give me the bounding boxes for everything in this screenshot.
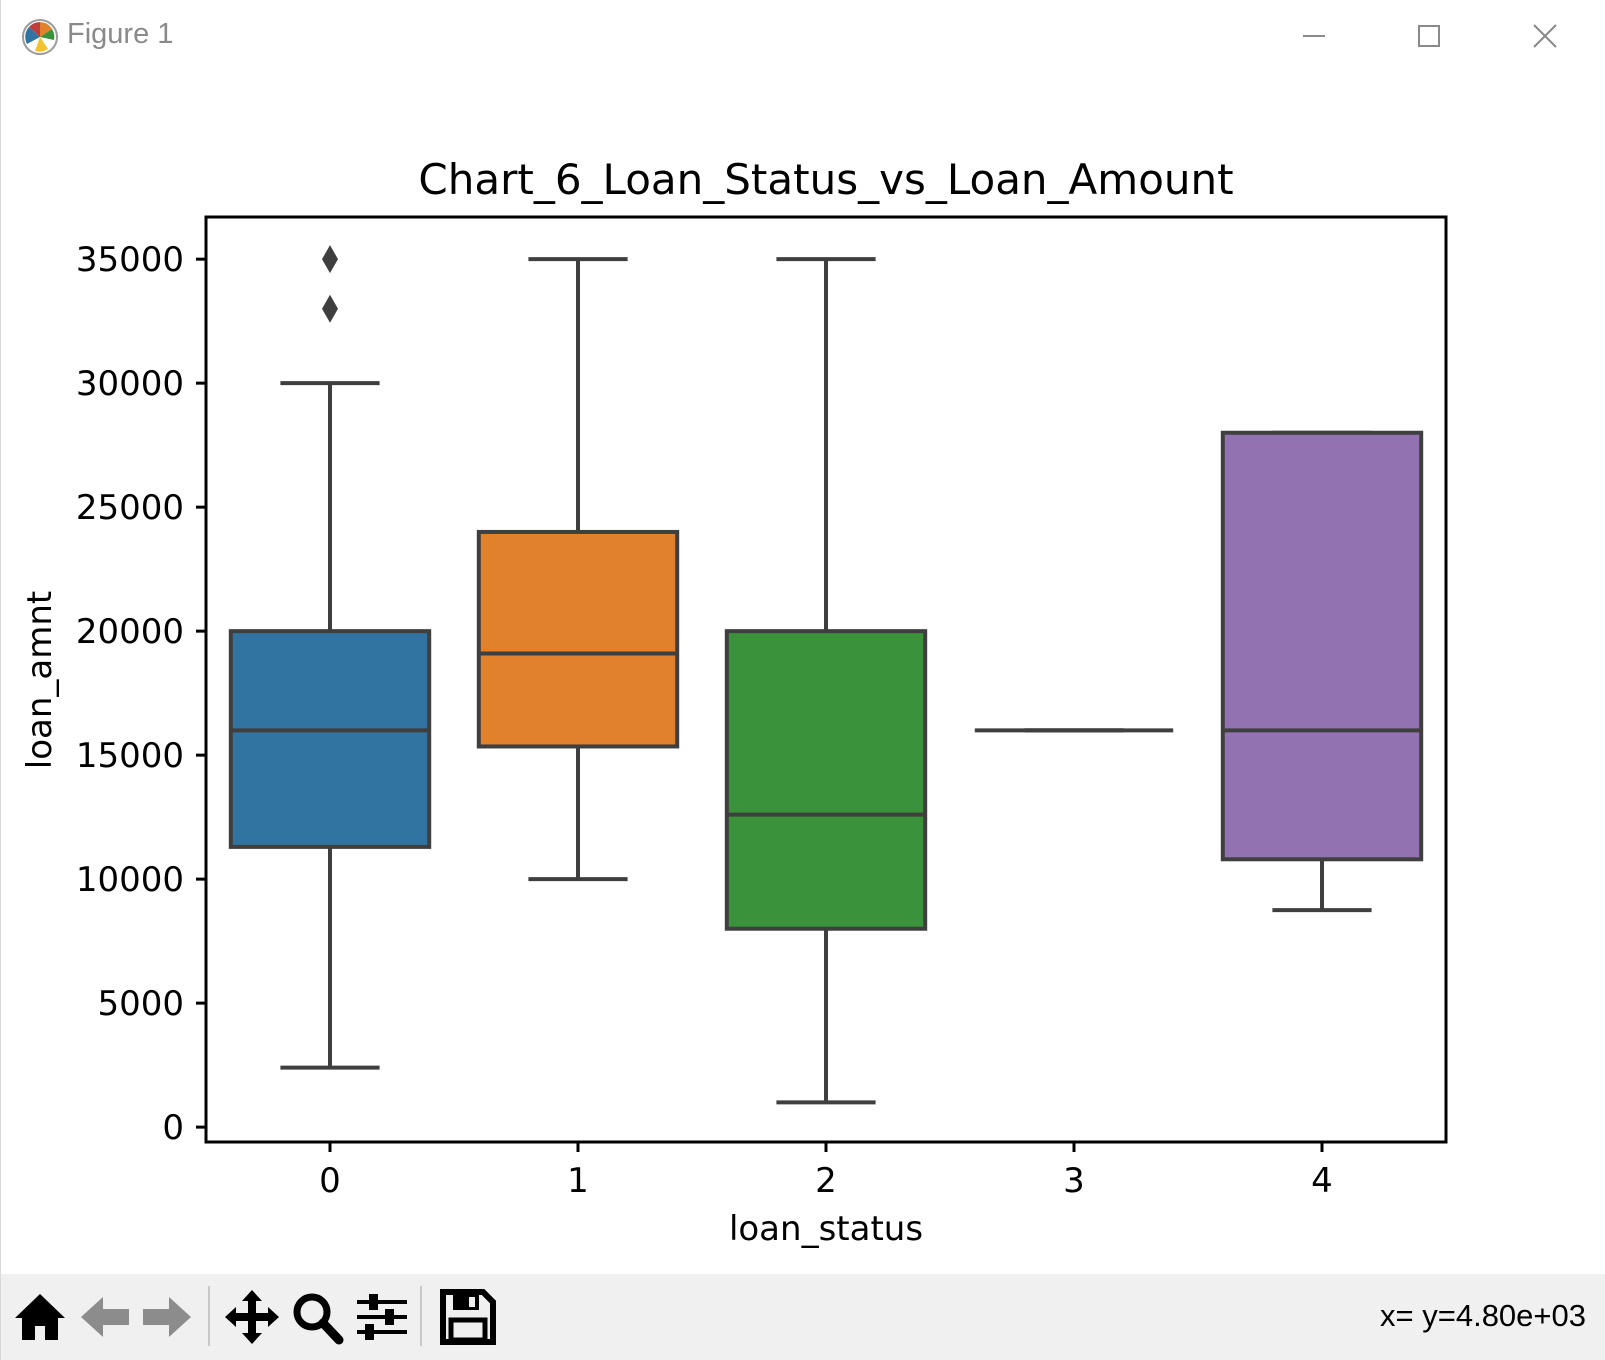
- y-tick-label: 5000: [97, 984, 184, 1024]
- minimize-button[interactable]: [1285, 14, 1345, 58]
- outlier-point: [322, 294, 338, 323]
- title-bar[interactable]: Figure 1: [1, 0, 1605, 74]
- y-tick-label: 35000: [76, 240, 184, 280]
- chart-title: Chart_6_Loan_Status_vs_Loan_Amount: [418, 155, 1233, 204]
- x-tick-label: 1: [567, 1161, 589, 1201]
- minimize-icon: [1303, 35, 1325, 37]
- maximize-icon: [1418, 25, 1440, 47]
- y-tick-label: 0: [162, 1108, 184, 1148]
- navigation-toolbar: x= y=4.80e+03: [1, 1274, 1605, 1360]
- pan-button[interactable]: [221, 1288, 283, 1346]
- outlier-point: [322, 245, 338, 274]
- axes-frame: [204, 215, 1448, 1144]
- box-group-0: [228, 245, 432, 1070]
- x-tick-label: 2: [815, 1161, 837, 1201]
- close-icon: [1533, 24, 1557, 48]
- y-tick-label: 30000: [76, 364, 184, 404]
- x-tick-label: 4: [1311, 1161, 1333, 1201]
- toolbar-separator: [420, 1286, 422, 1346]
- box-4: [1220, 430, 1424, 862]
- home-button[interactable]: [9, 1288, 71, 1346]
- y-tick-label: 15000: [76, 736, 184, 776]
- floppy-disk-icon: [440, 1289, 496, 1345]
- y-tick-label: 20000: [76, 612, 184, 652]
- plot-canvas[interactable]: Chart_6_Loan_Status_vs_Loan_Amount 0 1 2 3 4…: [1, 74, 1605, 1274]
- move-icon: [225, 1290, 279, 1344]
- maximize-button[interactable]: [1399, 14, 1459, 58]
- cursor-coordinates: x= y=4.80e+03: [1380, 1298, 1586, 1333]
- y-tick-label: 10000: [76, 860, 184, 900]
- configure-subplots-button[interactable]: [351, 1288, 413, 1346]
- x-axis-label: loan_status: [729, 1209, 923, 1249]
- y-axis-label: loan_amnt: [20, 591, 60, 769]
- back-arrow-icon: [81, 1297, 129, 1337]
- zoom-button[interactable]: [287, 1288, 349, 1346]
- box-1: [476, 529, 680, 749]
- x-tick-label: 3: [1063, 1161, 1085, 1201]
- box-group-2: [724, 257, 928, 1105]
- y-tick-label: 25000: [76, 488, 184, 528]
- back-button[interactable]: [75, 1288, 137, 1346]
- box-plot-chart: Chart_6_Loan_Status_vs_Loan_Amount 0 1 2 3 4…: [20, 155, 1448, 1249]
- matplotlib-logo-icon: [21, 18, 59, 56]
- window-title: Figure 1: [67, 18, 174, 50]
- save-button[interactable]: [437, 1288, 499, 1346]
- box-0: [228, 629, 432, 849]
- forward-button[interactable]: [135, 1288, 197, 1346]
- box-2: [724, 629, 928, 931]
- x-tick-label: 0: [319, 1161, 341, 1201]
- magnifier-icon: [293, 1293, 344, 1345]
- forward-arrow-icon: [143, 1297, 191, 1337]
- box-group-1: [476, 257, 680, 882]
- sliders-icon: [357, 1294, 407, 1340]
- close-button[interactable]: [1515, 14, 1575, 58]
- toolbar-separator: [208, 1286, 210, 1346]
- box-group-4: [1220, 430, 1424, 913]
- home-icon: [15, 1294, 65, 1340]
